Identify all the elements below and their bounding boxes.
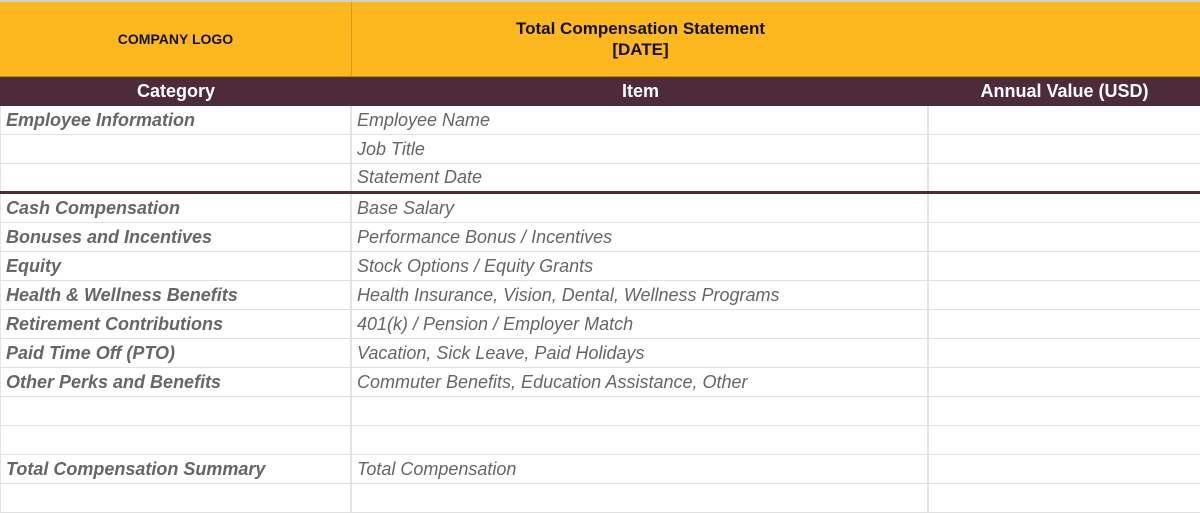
category-cell[interactable]: Employee Information xyxy=(0,106,352,134)
category-cell[interactable]: Paid Time Off (PTO) xyxy=(0,339,352,367)
statement-title-text: Total Compensation Statement xyxy=(515,19,766,38)
value-cell[interactable] xyxy=(929,223,1200,251)
table-row: Cash Compensation Base Salary xyxy=(0,194,1200,223)
column-header-row: Category Item Annual Value (USD) xyxy=(0,77,1200,106)
table-row: Total Compensation Summary Total Compens… xyxy=(0,455,1200,484)
table-row: Retirement Contributions 401(k) / Pensio… xyxy=(0,310,1200,339)
item-cell[interactable]: 401(k) / Pension / Employer Match xyxy=(352,310,929,338)
value-cell[interactable] xyxy=(929,310,1200,338)
category-cell[interactable] xyxy=(0,426,352,454)
value-cell[interactable] xyxy=(929,455,1200,483)
banner: COMPANY LOGO Total Compensation Statemen… xyxy=(0,2,1200,77)
value-cell[interactable] xyxy=(929,368,1200,396)
value-cell[interactable] xyxy=(929,135,1200,163)
company-logo-placeholder[interactable]: COMPANY LOGO xyxy=(0,2,352,76)
table-row: Paid Time Off (PTO) Vacation, Sick Leave… xyxy=(0,339,1200,368)
banner-empty-cell[interactable] xyxy=(929,2,1200,76)
category-cell[interactable] xyxy=(0,397,352,425)
item-cell[interactable]: Base Salary xyxy=(352,194,929,222)
value-cell[interactable] xyxy=(929,397,1200,425)
item-cell[interactable]: Stock Options / Equity Grants xyxy=(352,252,929,280)
item-cell[interactable]: Total Compensation xyxy=(352,455,929,483)
value-cell[interactable] xyxy=(929,426,1200,454)
table-row: Health & Wellness Benefits Health Insura… xyxy=(0,281,1200,310)
category-cell[interactable]: Bonuses and Incentives xyxy=(0,223,352,251)
item-cell[interactable]: Vacation, Sick Leave, Paid Holidays xyxy=(352,339,929,367)
category-cell[interactable]: Cash Compensation xyxy=(0,194,352,222)
category-cell[interactable]: Equity xyxy=(0,252,352,280)
column-header-item[interactable]: Item xyxy=(621,81,659,101)
value-cell[interactable] xyxy=(929,281,1200,309)
table-row: Equity Stock Options / Equity Grants xyxy=(0,252,1200,281)
table-row: Other Perks and Benefits Commuter Benefi… xyxy=(0,368,1200,397)
value-cell[interactable] xyxy=(929,106,1200,134)
category-cell[interactable]: Health & Wellness Benefits xyxy=(0,281,352,309)
item-cell[interactable]: Statement Date xyxy=(352,164,929,191)
category-cell[interactable]: Retirement Contributions xyxy=(0,310,352,338)
item-cell[interactable]: Employee Name xyxy=(352,106,929,134)
category-cell[interactable]: Total Compensation Summary xyxy=(0,455,352,483)
item-cell[interactable] xyxy=(352,484,929,512)
category-cell[interactable] xyxy=(0,135,352,163)
item-cell[interactable] xyxy=(352,397,929,425)
value-cell[interactable] xyxy=(929,164,1200,191)
table-row: Job Title xyxy=(0,135,1200,164)
table-row: Employee Information Employee Name xyxy=(0,106,1200,135)
item-cell[interactable]: Commuter Benefits, Education Assistance,… xyxy=(352,368,929,396)
statement-title[interactable]: Total Compensation Statement [DATE] xyxy=(352,2,929,76)
item-cell[interactable]: Job Title xyxy=(352,135,929,163)
category-cell[interactable] xyxy=(0,164,352,191)
table-row xyxy=(0,397,1200,426)
table-row: Bonuses and Incentives Performance Bonus… xyxy=(0,223,1200,252)
table-row xyxy=(0,484,1200,513)
item-cell[interactable]: Health Insurance, Vision, Dental, Wellne… xyxy=(352,281,929,309)
value-cell[interactable] xyxy=(929,339,1200,367)
statement-date: [DATE] xyxy=(612,40,669,59)
table-row: Statement Date xyxy=(0,164,1200,194)
item-cell[interactable] xyxy=(352,426,929,454)
value-cell[interactable] xyxy=(929,484,1200,512)
column-header-category[interactable]: Category xyxy=(136,81,216,101)
item-cell[interactable]: Performance Bonus / Incentives xyxy=(352,223,929,251)
category-cell[interactable] xyxy=(0,484,352,512)
category-cell[interactable]: Other Perks and Benefits xyxy=(0,368,352,396)
value-cell[interactable] xyxy=(929,252,1200,280)
value-cell[interactable] xyxy=(929,194,1200,222)
column-header-annual-value[interactable]: Annual Value (USD) xyxy=(980,81,1149,101)
table-row xyxy=(0,426,1200,455)
